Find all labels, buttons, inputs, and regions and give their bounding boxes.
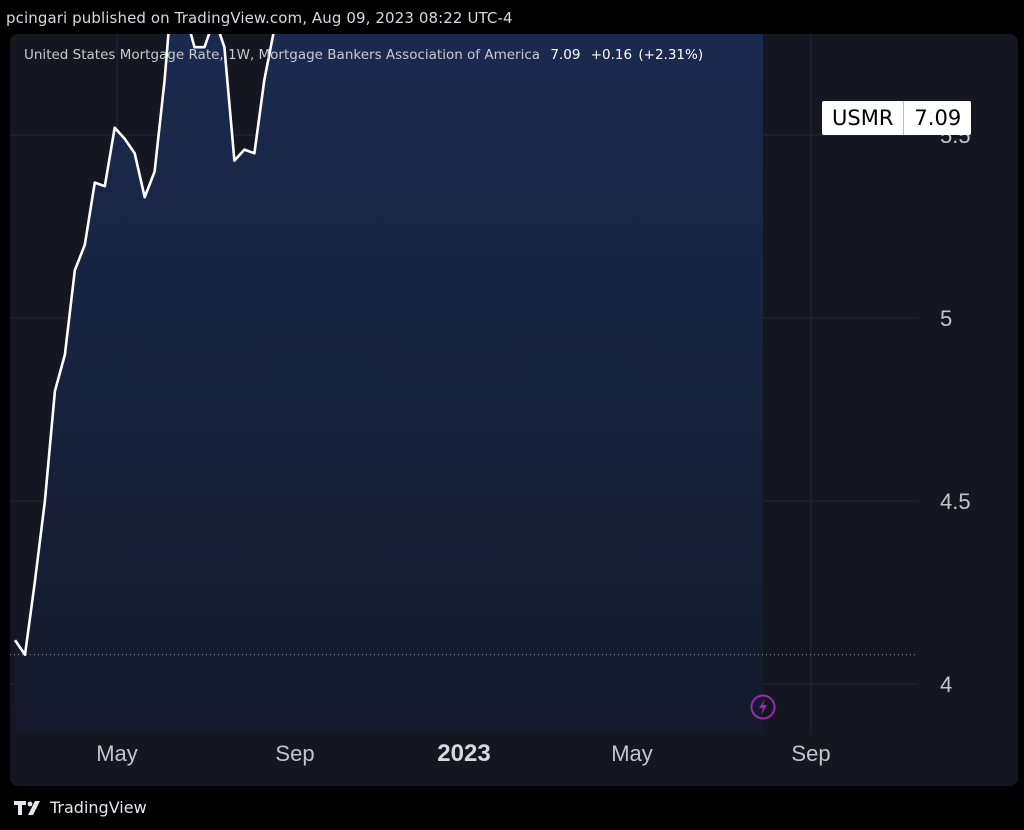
tradingview-logo[interactable]: TradingView [14,798,147,817]
legend-value: 7.09 [550,47,581,63]
area-fill [15,34,763,734]
lightning-icon[interactable] [750,694,776,720]
price-tag-symbol: USMR [822,101,905,135]
lightning-icon-bolt [759,699,767,715]
price-tag: USMR 7.09 [822,101,972,135]
legend-title: United States Mortgage Rate, 1W, Mortgag… [24,47,541,63]
footer: TradingView [0,786,1024,830]
header: pcingari published on TradingView.com, A… [0,0,1024,36]
brand-name: TradingView [50,798,147,817]
x-tick-label: Sep [791,741,830,766]
price-tag-value: 7.09 [914,106,962,130]
y-tick-label: 4.5 [940,489,971,514]
y-tick-label: 4 [940,672,952,697]
legend-change-pct: (+2.31%) [638,47,704,63]
lightning-icon-ring [750,694,776,720]
series-path [13,34,275,656]
y-tick-label: 5 [940,306,952,331]
x-tick-label: 2023 [437,740,490,767]
x-tick-label: May [96,741,138,766]
publisher-caption: pcingari published on TradingView.com, A… [6,9,513,27]
series-line [13,34,275,656]
legend: United States Mortgage Rate, 1W, Mortgag… [24,47,703,63]
min-max-guides [10,654,918,656]
tradingview-logo-icon [14,800,40,815]
y-axis: 7.576.565.554.54 [940,123,971,697]
x-tick-label: May [611,741,653,766]
area-path [15,34,763,734]
x-tick-label: Sep [275,741,314,766]
legend-change: +0.16 [590,47,633,63]
x-axis: May Sep 2023 May Sep [96,740,830,767]
